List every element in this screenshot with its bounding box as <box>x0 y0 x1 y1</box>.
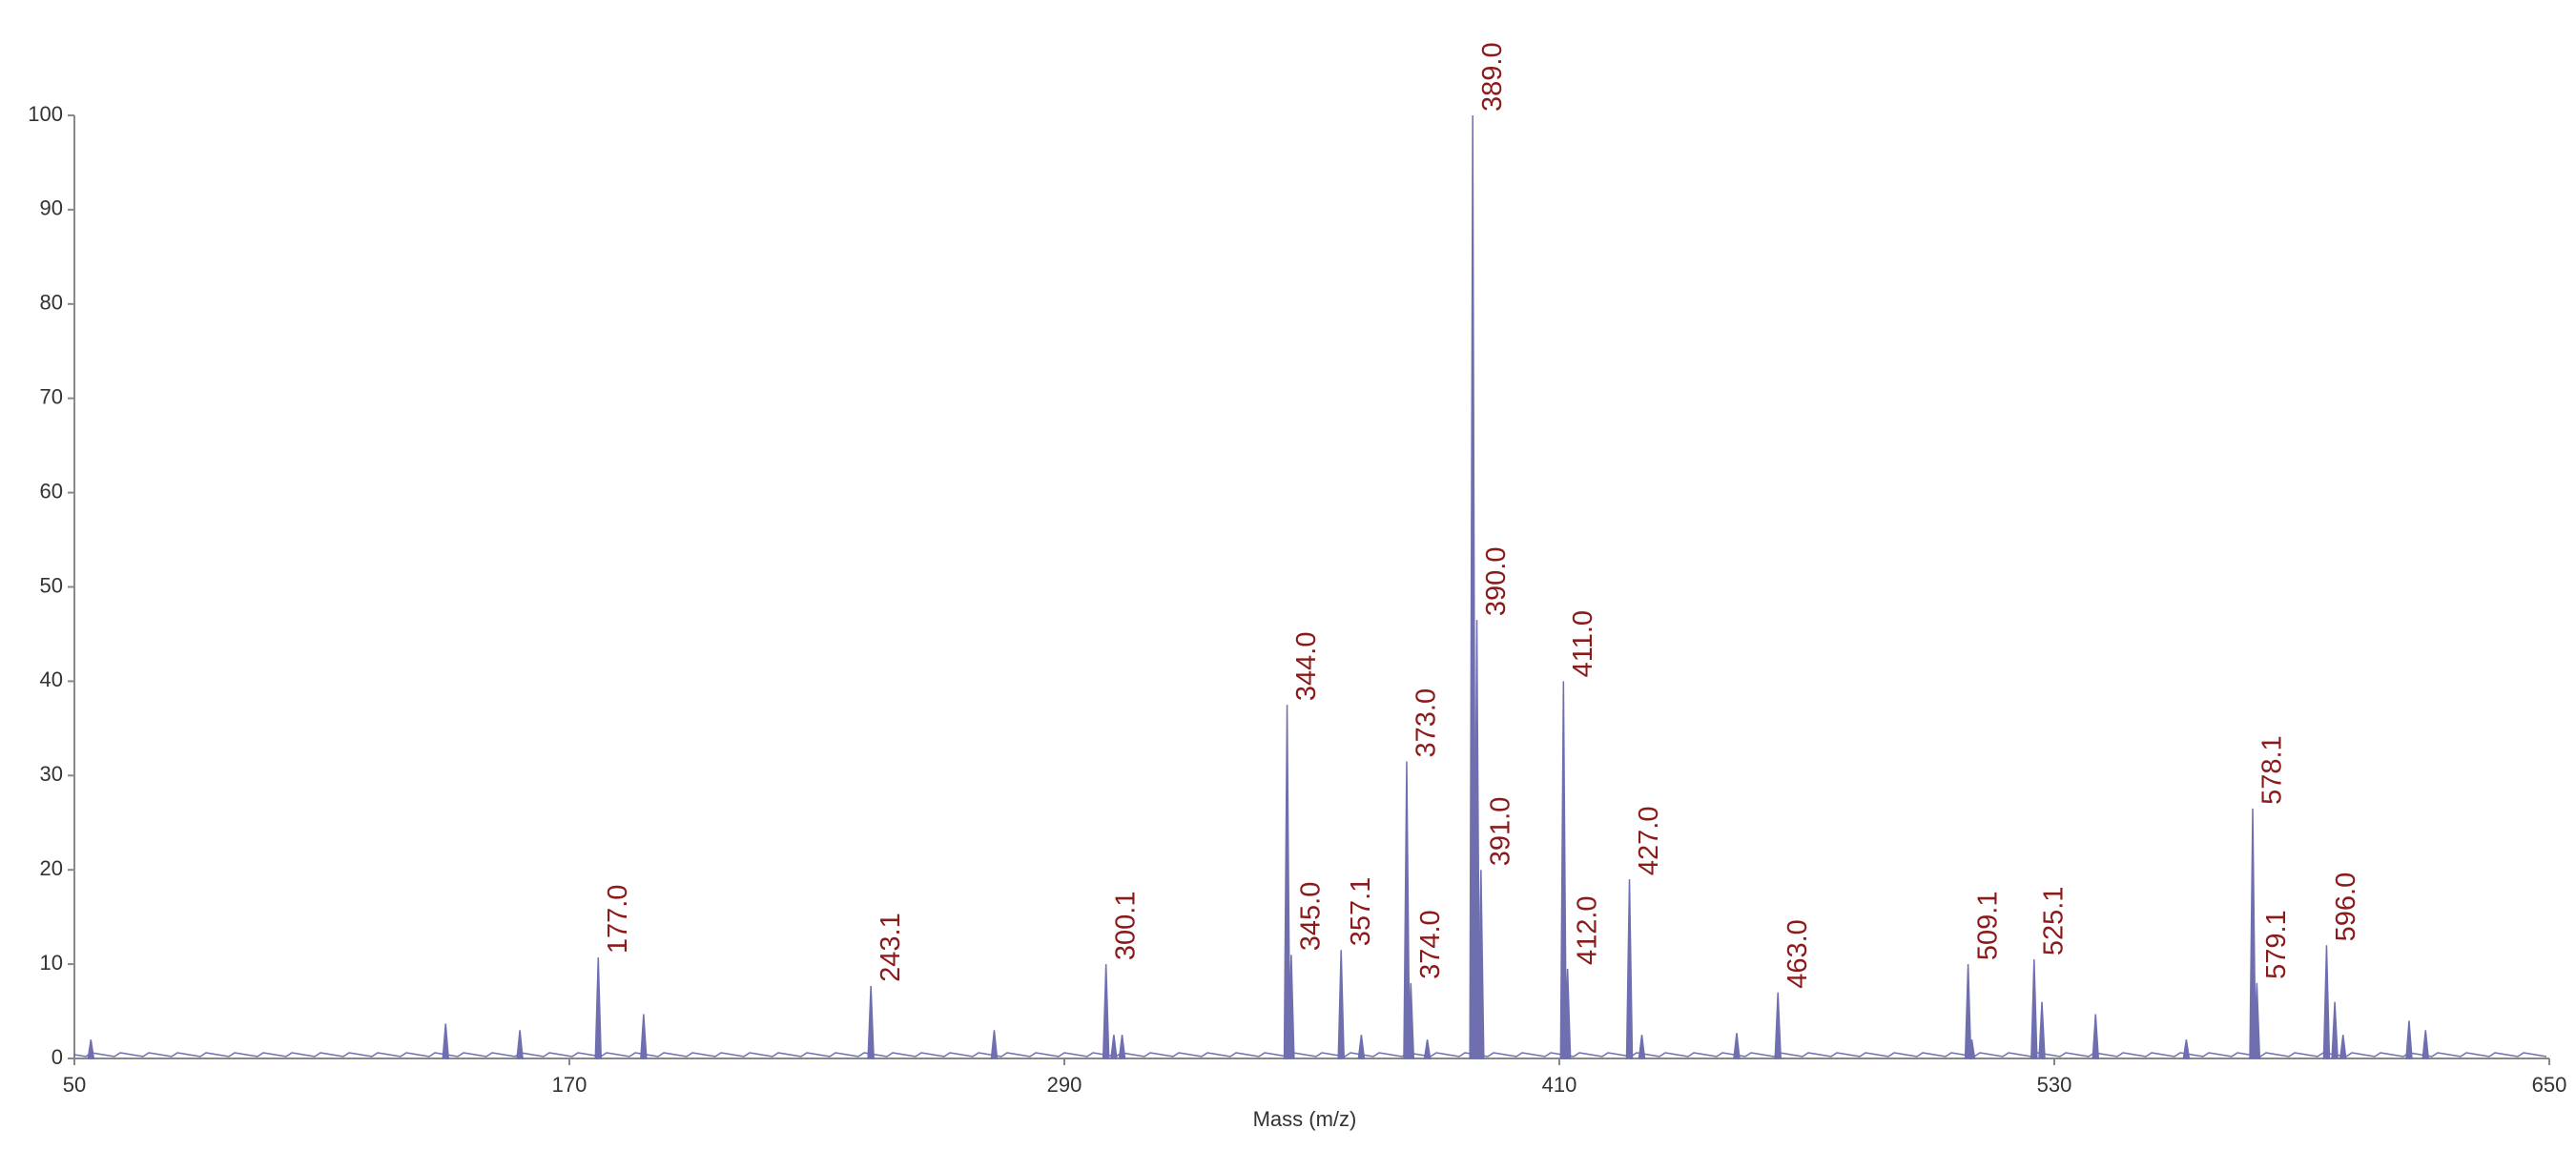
peak-label: 412.0 <box>1572 895 1602 965</box>
peak <box>1407 982 1415 1059</box>
x-axis-label: Mass (m/z) <box>1253 1107 1357 1131</box>
y-tick-label: 50 <box>40 573 63 597</box>
peak <box>2322 945 2331 1059</box>
peak-label: 374.0 <box>1415 910 1446 979</box>
peak <box>1964 964 1972 1059</box>
y-tick-label: 30 <box>40 762 63 786</box>
x-tick-label: 50 <box>63 1073 86 1097</box>
peak <box>2092 1014 2100 1059</box>
peak <box>2339 1035 2347 1059</box>
peak-label: 344.0 <box>1291 632 1322 702</box>
peak <box>640 1014 648 1059</box>
peak-label: 373.0 <box>1412 688 1442 758</box>
peak <box>867 985 875 1059</box>
peak <box>2249 808 2257 1059</box>
y-tick-label: 40 <box>40 667 63 691</box>
peak <box>442 1023 450 1059</box>
peak <box>1337 950 1345 1059</box>
peak-label: 463.0 <box>1783 919 1813 989</box>
peak <box>1559 681 1568 1059</box>
peak <box>2405 1020 2413 1059</box>
peak-label: 177.0 <box>603 885 633 955</box>
peak <box>1477 870 1485 1059</box>
peak <box>1563 969 1572 1059</box>
x-tick-label: 650 <box>2532 1073 2567 1097</box>
peak <box>516 1030 524 1059</box>
peak <box>2421 1030 2430 1059</box>
peak <box>1403 761 1411 1059</box>
peak-label: 579.1 <box>2261 910 2292 979</box>
peak <box>990 1030 999 1059</box>
y-tick-label: 0 <box>52 1045 63 1069</box>
peak <box>1774 992 1783 1059</box>
peak <box>1283 705 1291 1059</box>
peak <box>1968 1039 1976 1059</box>
peak-label: 525.1 <box>2038 887 2069 956</box>
peak <box>1423 1039 1432 1059</box>
baseline-noise <box>73 1052 2547 1058</box>
y-tick-label: 10 <box>40 951 63 975</box>
peak-label: 578.1 <box>2257 735 2288 805</box>
peak <box>1110 1035 1118 1059</box>
peak <box>1102 964 1110 1059</box>
peak <box>594 957 603 1059</box>
peak-label: 357.1 <box>1346 877 1376 947</box>
peak <box>87 1039 95 1059</box>
x-tick-label: 170 <box>552 1073 587 1097</box>
y-tick-label: 80 <box>40 291 63 315</box>
y-tick-label: 90 <box>40 196 63 220</box>
peak <box>1638 1035 1646 1059</box>
x-tick-label: 290 <box>1047 1073 1082 1097</box>
peak <box>1469 114 1476 1059</box>
peak-label: 596.0 <box>2331 873 2361 942</box>
peak-label: 390.0 <box>1481 547 1512 617</box>
peak <box>1625 879 1634 1059</box>
x-tick-label: 410 <box>1542 1073 1577 1097</box>
peak <box>1118 1035 1126 1059</box>
peak-label: 243.1 <box>876 913 906 982</box>
peak-label: 300.1 <box>1110 892 1141 961</box>
peak <box>1473 620 1481 1059</box>
x-tick-label: 530 <box>2037 1073 2072 1097</box>
peak <box>1357 1035 1366 1059</box>
peak-label: 345.0 <box>1296 882 1327 952</box>
peak <box>2253 982 2261 1059</box>
y-tick-label: 70 <box>40 385 63 409</box>
peak <box>2038 1001 2046 1059</box>
y-tick-label: 20 <box>40 856 63 880</box>
peak-label: 391.0 <box>1485 797 1515 867</box>
y-tick-label: 60 <box>40 479 63 503</box>
peak-label: 411.0 <box>1568 610 1598 677</box>
y-tick-label: 100 <box>28 102 63 126</box>
peak <box>2331 1001 2339 1059</box>
peak <box>1733 1033 1741 1059</box>
peak <box>2182 1039 2191 1059</box>
peak-label: 389.0 <box>1477 42 1508 112</box>
peak-label: 509.1 <box>1972 892 2003 961</box>
peak <box>1288 955 1295 1059</box>
peak <box>2030 959 2038 1059</box>
peak-label: 427.0 <box>1634 807 1664 876</box>
